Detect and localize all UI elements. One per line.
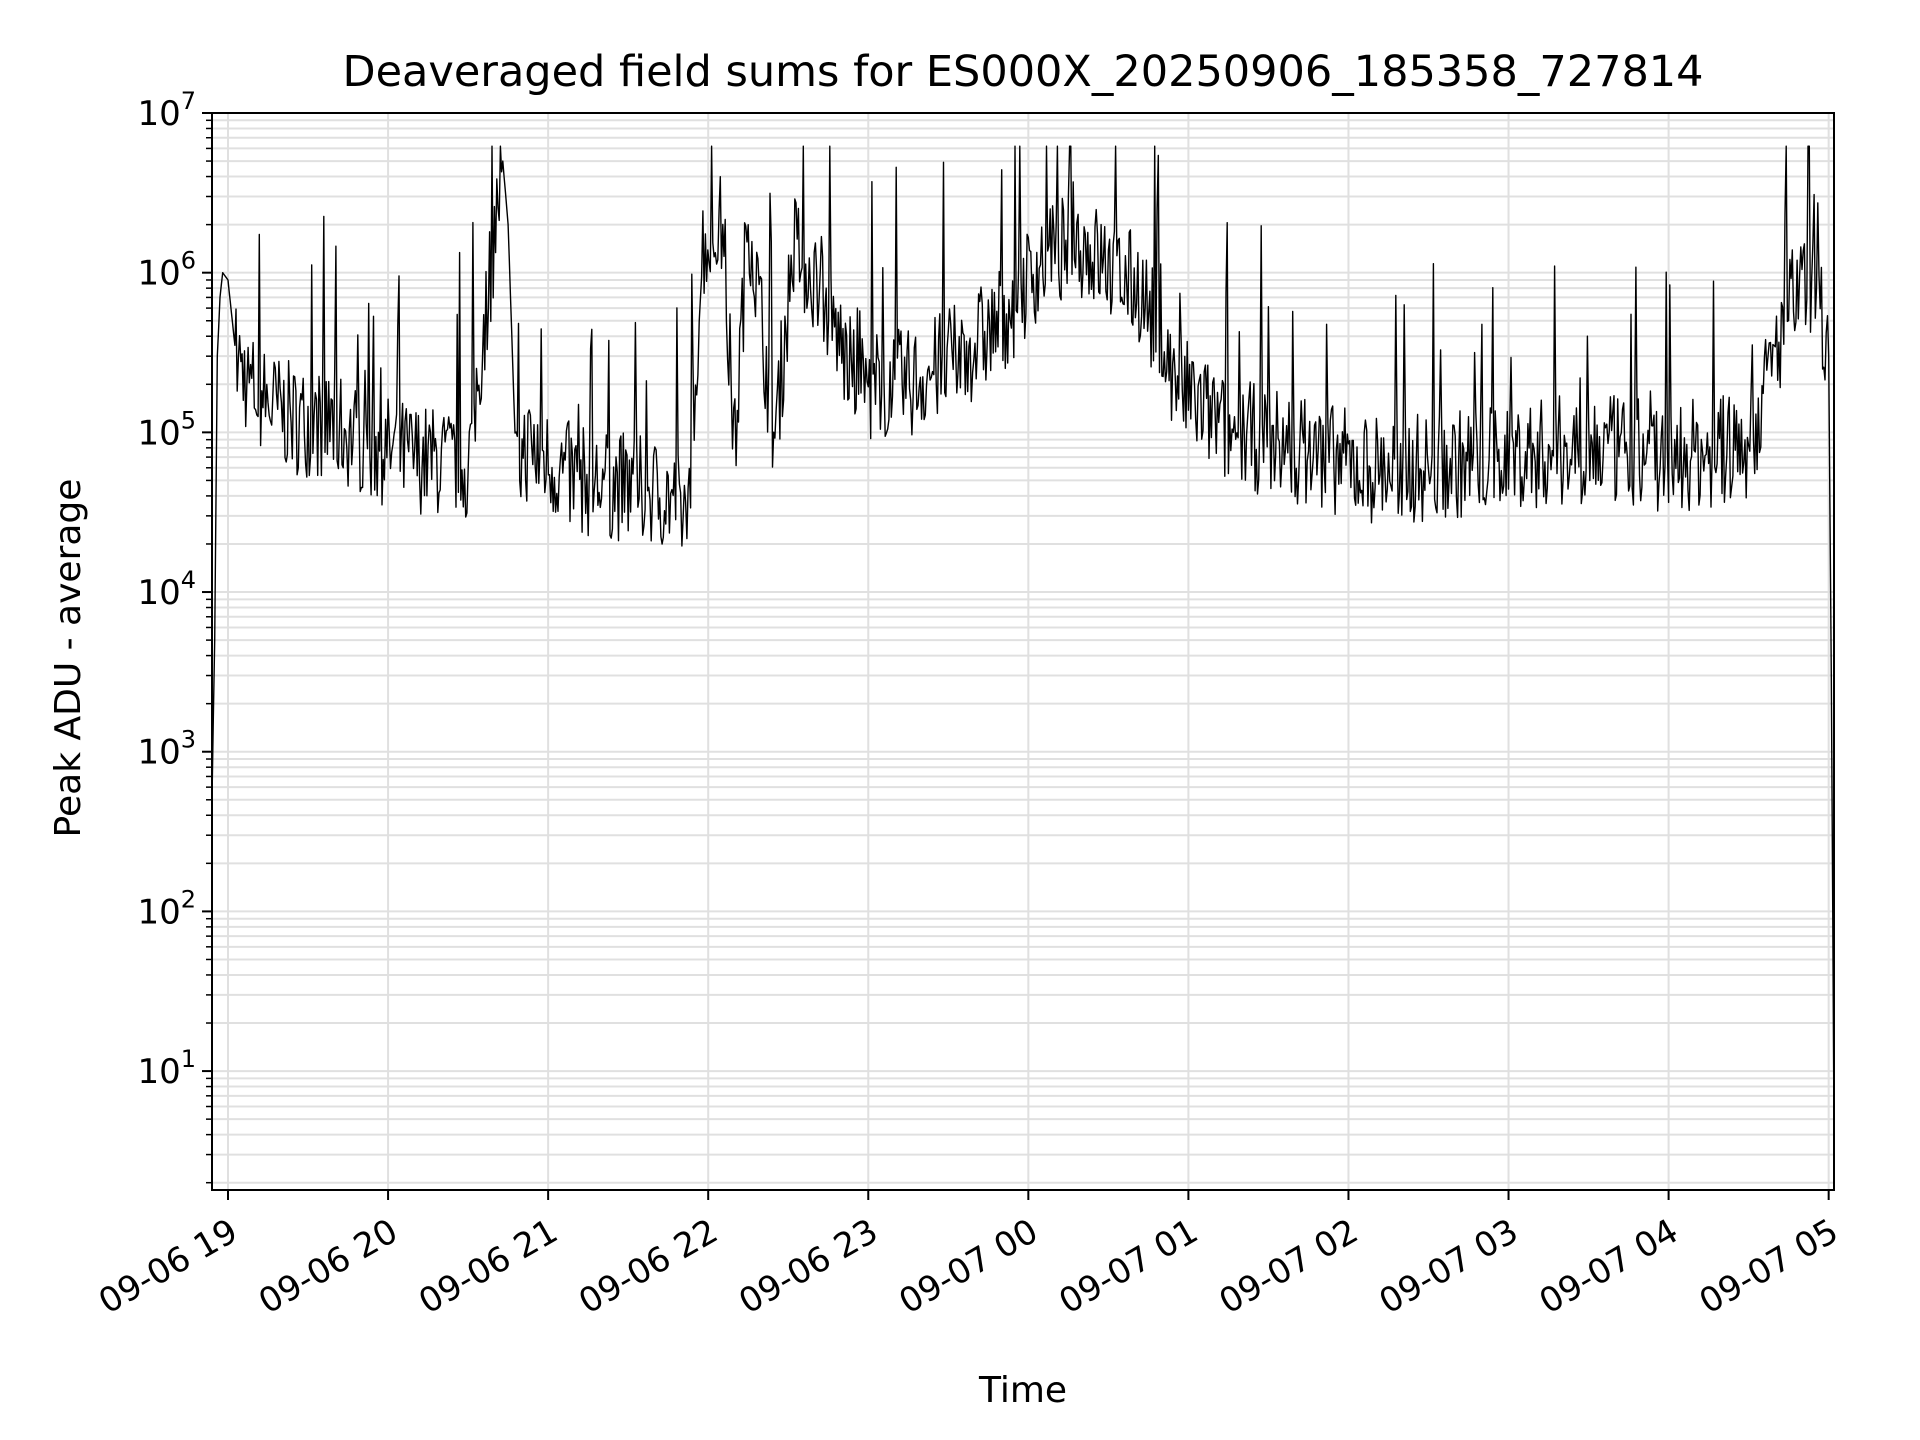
chart-title: Deaveraged field sums for ES000X_2025090… (342, 47, 1703, 97)
y-tick-label: 107 (137, 87, 196, 134)
series-line (211, 145, 1835, 1135)
x-axis: 09-06 19 09-06 20 09-06 21 09-06 22 09-06 23… (92, 1190, 1845, 1322)
y-tick-label: 102 (137, 885, 196, 932)
x-tick-label: 09-06 21 (412, 1211, 564, 1322)
x-tick-label: 09-07 05 (1693, 1211, 1845, 1322)
x-tick-label: 09-06 19 (92, 1211, 244, 1322)
y-tick-label: 101 (137, 1045, 196, 1092)
plot-area (211, 145, 1835, 1135)
x-tick-label: 09-07 00 (892, 1211, 1044, 1322)
x-tick-label: 09-07 02 (1213, 1211, 1365, 1322)
x-axis-title: Time (978, 1370, 1067, 1411)
y-tick-label: 105 (137, 406, 196, 453)
x-tick-label: 09-06 23 (732, 1211, 884, 1322)
x-tick-label: 09-07 03 (1373, 1211, 1525, 1322)
x-tick-label: 09-07 04 (1533, 1211, 1685, 1322)
y-axis: 101 102 103 104 105 106 107 (137, 87, 212, 1184)
y-tick-label: 106 (137, 247, 196, 294)
x-tick-label: 09-06 22 (572, 1211, 724, 1322)
x-tick-label: 09-06 20 (252, 1211, 404, 1322)
plot-frame (211, 112, 1835, 1191)
y-tick-label: 103 (137, 726, 196, 773)
y-tick-label: 104 (137, 566, 196, 613)
x-tick-label: 09-07 01 (1053, 1211, 1205, 1322)
y-axis-title: Peak ADU - average (48, 479, 89, 838)
